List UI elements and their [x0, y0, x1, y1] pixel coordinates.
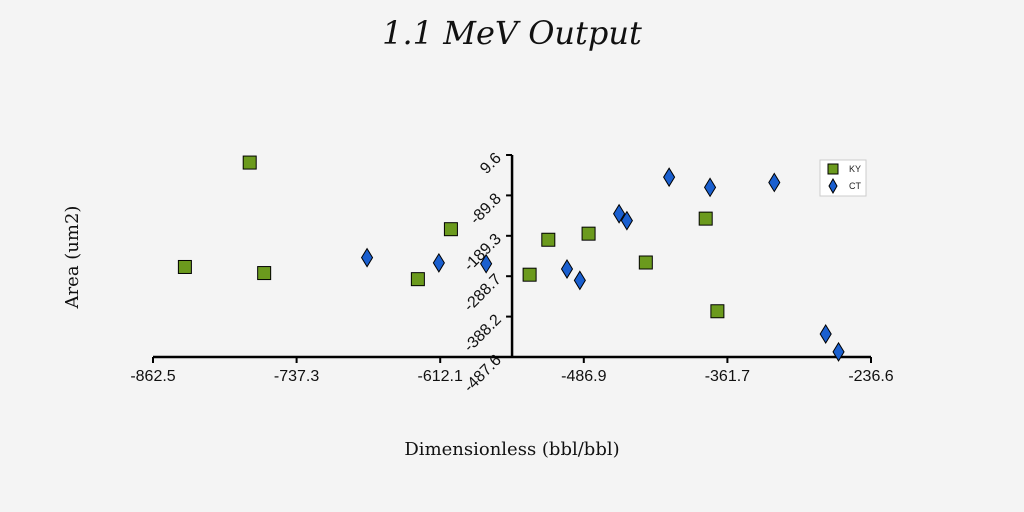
- y-axis-label: Area (um2): [62, 206, 83, 310]
- x-tick-label: -612.1: [418, 368, 463, 385]
- point-ky: [581, 226, 596, 241]
- y-tick-label: -388.2: [461, 311, 505, 355]
- x-tick-label: -361.7: [705, 368, 750, 385]
- point-ct: [703, 177, 717, 198]
- point-ky: [410, 272, 425, 287]
- point-ky: [443, 222, 458, 237]
- point-ky: [242, 155, 257, 170]
- point-ky: [522, 267, 537, 282]
- point-ky: [698, 211, 713, 226]
- point-ct: [360, 247, 374, 268]
- y-tick-label: 9.6: [477, 150, 505, 178]
- x-tick-label: -737.3: [274, 368, 319, 385]
- point-ky: [710, 304, 725, 319]
- point-ky: [177, 259, 192, 274]
- data-points: [177, 155, 845, 362]
- point-ky: [541, 232, 556, 247]
- point-ky: [638, 255, 653, 270]
- point-ct: [573, 270, 586, 291]
- legend-marker-ct: [828, 177, 838, 195]
- point-ct: [663, 167, 676, 188]
- point-ct: [560, 259, 574, 279]
- x-ticks: -862.5 -737.3 -612.1 -486.9 -361.7 -236.6: [130, 357, 894, 385]
- legend: KY CT: [819, 159, 867, 197]
- x-tick-label: -862.5: [130, 368, 175, 385]
- x-tick-label: -486.9: [561, 368, 606, 385]
- point-ct: [480, 253, 493, 274]
- x-axis-label: Dimensionless (bbl/bbl): [404, 439, 619, 460]
- point-ct: [613, 203, 626, 224]
- point-ct: [819, 324, 832, 344]
- point-ct: [432, 252, 445, 273]
- chart-title: 1.1 MeV Output: [382, 14, 642, 52]
- y-tick-label: -288.7: [461, 271, 505, 315]
- legend-label-ky: KY: [849, 164, 861, 174]
- legend-label-ct: CT: [849, 181, 861, 191]
- point-ky: [257, 266, 272, 281]
- point-ct: [768, 172, 781, 193]
- y-tick-label: -487.6: [461, 352, 505, 396]
- legend-marker-ky: [827, 163, 839, 175]
- point-ct: [832, 341, 845, 362]
- point-ct: [620, 210, 633, 231]
- x-tick-label: -236.6: [848, 368, 893, 385]
- y-tick-label: -89.8: [467, 190, 505, 228]
